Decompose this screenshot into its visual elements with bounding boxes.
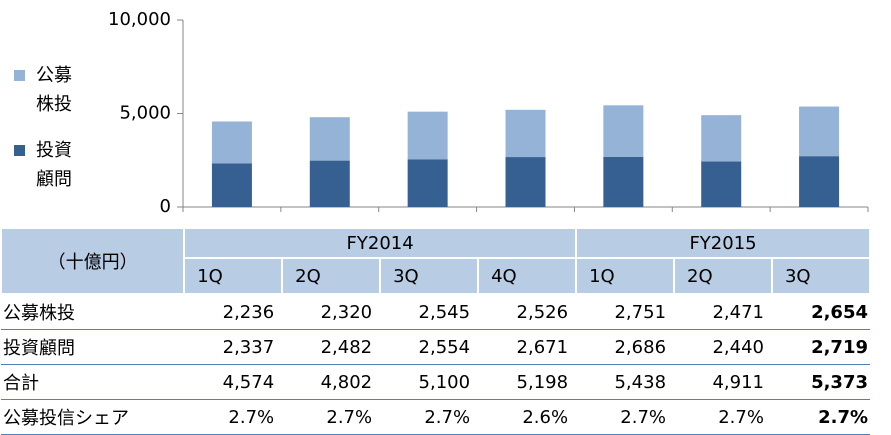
header-row: （十億円） FY2014 FY2015 [0,227,871,295]
cell: 2.7% [674,399,772,435]
x-tick-label: 3Q [379,257,480,295]
data-table: （十億円） FY2014 FY2015 1Q 2Q 3Q 4Q 1Q 2Q 3Q 公募株投 2,236… [0,227,872,435]
cell: 2,751 [576,294,675,330]
cell: 2.7% [576,399,675,435]
row-label: 投資顧問 [1,329,185,365]
bar-segment [505,157,546,207]
cell: 2,320 [282,294,381,330]
cell: 2,471 [674,294,772,330]
bar-segment [407,159,448,207]
cell: 2,337 [184,329,283,365]
x-tick-label: 3Q [770,257,872,295]
row-label: 合計 [1,364,185,400]
y-tick-label: 5,000 [119,103,171,124]
header-row: 1Q 2Q 3Q 4Q 1Q 2Q 3Q [1,257,872,295]
cell: 2.7% [184,399,283,435]
bar-segment [505,109,546,158]
unit-label: （十億円） [0,227,186,295]
x-tick-label: 4Q [477,257,578,295]
group-label: FY2015 [575,227,871,259]
bar-segment [799,106,840,157]
legend-label: 投資顧問 [36,140,72,190]
cell: 2,719 [771,329,870,365]
x-tick-label: 2Q [281,257,382,295]
cell: 2,440 [674,329,772,365]
bar-segment [603,156,644,207]
bar-segment [211,121,252,164]
bar-segment [309,117,350,161]
table-row: 投資顧問 2,337 2,482 2,554 2,671 2,686 2,440 2,719 [1,329,870,365]
x-tick-label: 2Q [673,257,773,295]
y-tick-label: 10,000 [108,9,171,30]
table-row: 公募株投 2,236 2,320 2,545 2,526 2,751 2,471 2,654 [1,294,870,330]
legend-label: 公募株投 [36,65,72,115]
cell: 5,373 [771,364,870,400]
cell: 2,526 [478,294,577,330]
bar-segment [701,161,742,207]
bar-segment [211,163,252,207]
cell: 2,554 [380,329,479,365]
x-tick-label: 1Q [183,257,284,295]
cell: 2,671 [478,329,577,365]
cell: 4,574 [184,364,283,400]
cell: 5,198 [478,364,577,400]
chart: 0 5,000 10,000 [108,9,869,217]
cell: 2,482 [282,329,381,365]
row-label: 公募投信シェア [1,399,185,435]
cell: 4,911 [674,364,772,400]
cell: 2.7% [771,399,870,435]
bar-segment [799,156,840,207]
x-tick-label: 1Q [575,257,676,295]
table-row: 公募投信シェア 2.7% 2.7% 2.7% 2.6% 2.7% 2.7% 2.7% [1,399,870,435]
legend-swatch [14,145,25,156]
bar-segment [309,160,350,207]
cell: 5,438 [576,364,675,400]
cell: 2,654 [771,294,870,330]
bar-segment [701,115,742,162]
cell: 2.7% [380,399,479,435]
group-label: FY2014 [183,227,578,259]
bar-segment [603,105,644,157]
cell: 5,100 [380,364,479,400]
legend-swatch [14,70,25,81]
cell: 4,802 [282,364,381,400]
table-row: 合計 4,574 4,802 5,100 5,198 5,438 4,911 5,373 [1,364,870,400]
bar-segment [407,111,448,160]
cell: 2,236 [184,294,283,330]
row-label: 公募株投 [1,294,185,330]
cell: 2,545 [380,294,479,330]
y-tick-label: 0 [160,196,171,217]
cell: 2.7% [282,399,381,435]
cell: 2.6% [478,399,577,435]
cell: 2,686 [576,329,675,365]
